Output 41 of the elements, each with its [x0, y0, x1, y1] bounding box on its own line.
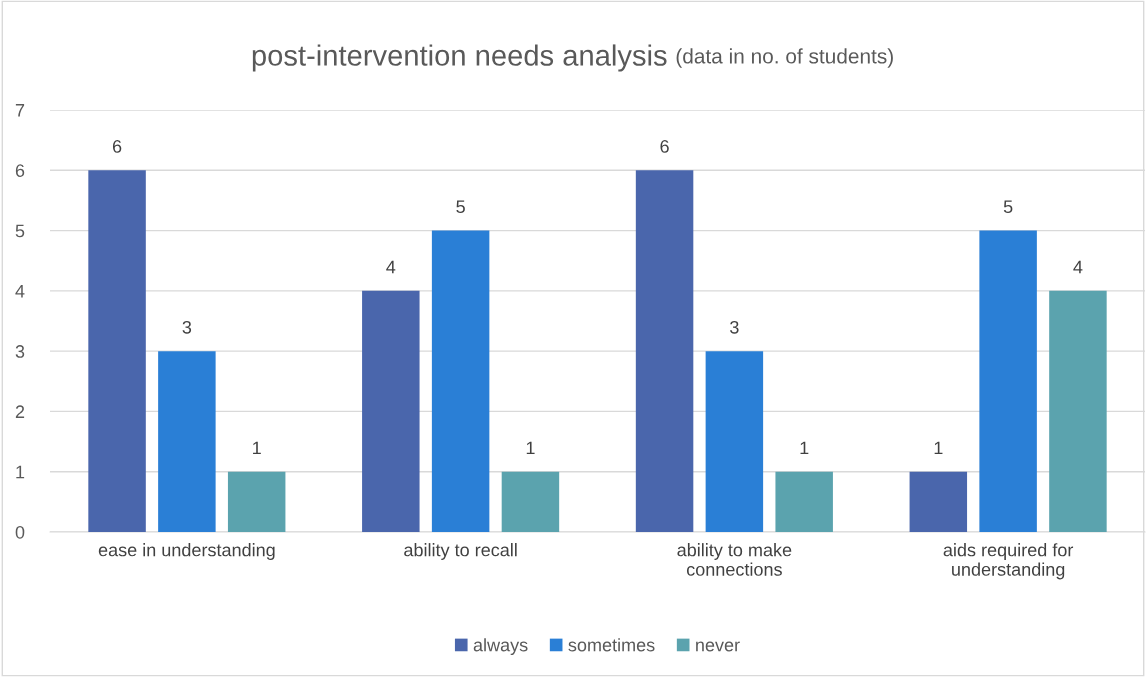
- chart-title: post-intervention needs analysis: [252, 44, 667, 72]
- y-tick-label: 0: [15, 525, 25, 539]
- x-tick-label: ability to recall: [404, 543, 517, 560]
- y-tick-label: 2: [15, 405, 25, 418]
- y-tick-label: 7: [15, 104, 25, 117]
- x-tick-label: ability to make connections: [677, 543, 792, 576]
- x-tick-label: aids required for understanding: [943, 543, 1074, 580]
- data-label: 1: [934, 441, 943, 455]
- bar: [635, 170, 694, 532]
- data-label: 1: [253, 441, 261, 455]
- data-label: 6: [112, 140, 122, 153]
- bar: [1049, 290, 1107, 532]
- data-label: 4: [386, 260, 396, 274]
- bar: [227, 471, 286, 532]
- bar: [979, 230, 1037, 532]
- y-tick-label: 5: [15, 224, 25, 238]
- legend-label: never: [696, 641, 740, 652]
- y-tick-label: 1: [16, 465, 25, 479]
- bar: [775, 471, 833, 532]
- data-label: 5: [456, 200, 465, 214]
- data-label: 3: [730, 320, 739, 334]
- bar: [88, 170, 146, 532]
- data-label: 5: [1003, 200, 1013, 214]
- y-tick-label: 3: [15, 345, 25, 358]
- legend-label: sometimes: [568, 638, 655, 652]
- y-tick-label: 6: [15, 164, 25, 178]
- x-tick-label: ease in understanding: [98, 543, 275, 560]
- bar: [705, 351, 764, 532]
- legend-label: always: [473, 638, 528, 656]
- data-label: 1: [526, 441, 535, 455]
- data-label: 6: [660, 140, 669, 153]
- y-tick-label: 4: [15, 284, 25, 298]
- bar: [362, 290, 420, 532]
- bar: [501, 471, 560, 532]
- bar: [909, 471, 968, 532]
- data-label: 4: [1073, 260, 1083, 274]
- chart-subtitle: (data in no. of students): [676, 48, 893, 68]
- bar: [158, 351, 216, 532]
- bar: [431, 230, 490, 532]
- data-label: 1: [800, 441, 809, 455]
- data-label: 3: [182, 320, 192, 334]
